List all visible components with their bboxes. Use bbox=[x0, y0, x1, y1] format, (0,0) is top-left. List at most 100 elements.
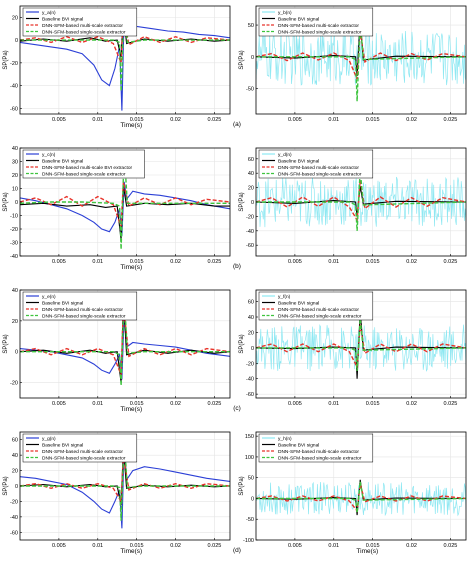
legend-label: DNN-SFM-based single-scale extractor bbox=[278, 455, 362, 461]
y-tick-label: 0 bbox=[15, 484, 18, 490]
y-tick-label: -30 bbox=[10, 241, 18, 247]
y-tick-label: 20 bbox=[248, 186, 254, 192]
legend-label: y_h(n) bbox=[278, 436, 292, 442]
y-tick-label: 20 bbox=[12, 319, 18, 325]
legend-label: DNN-SFM-based single-scale extractor bbox=[42, 171, 126, 177]
y-tick-label: 20 bbox=[12, 15, 18, 21]
legend-label: DNN-SFM-based single-scale extractor bbox=[278, 29, 362, 35]
chart-panel-4: -60 -40 -20 0 20 40 60 0.005 0.01 0.015 0.02 0.025 S… bbox=[233, 147, 467, 270]
y-tick-label: 150 bbox=[245, 434, 254, 440]
y-tick-label: 40 bbox=[248, 171, 254, 177]
y-axis-label: SP(Pa) bbox=[239, 50, 245, 69]
y-tick-label: -40 bbox=[10, 84, 18, 90]
legend-box bbox=[258, 291, 374, 321]
y-tick-label: 50 bbox=[248, 23, 254, 29]
chart-panel-5: -20 0 20 40 0.005 0.01 0.015 0.02 0.025 SP(Pa) Tim… bbox=[3, 288, 231, 413]
y-tick-label: 0 bbox=[251, 200, 254, 206]
series-line-green bbox=[20, 438, 230, 521]
x-tick-label: 0.015 bbox=[366, 543, 380, 549]
y-tick-label: 20 bbox=[12, 469, 18, 475]
legend-label: DNN-SFM-based single-scale extractor bbox=[42, 455, 126, 461]
legend-label: y_b(n) bbox=[278, 10, 292, 16]
panel-label: (a) bbox=[233, 121, 241, 128]
series-line-green bbox=[256, 21, 466, 102]
x-tick-label: 0.01 bbox=[92, 117, 103, 123]
chart-panel-1: -60 -40 -20 0 20 0.005 0.01 0.015 0.02 0.025 SP(Pa… bbox=[3, 5, 231, 129]
x-tick-label: 0.01 bbox=[328, 259, 339, 265]
panel-label: (b) bbox=[233, 263, 241, 270]
y-tick-label: 0 bbox=[251, 346, 254, 352]
y-tick-label: 30 bbox=[12, 160, 18, 166]
y-tick-label: -100 bbox=[243, 538, 254, 544]
series-group bbox=[20, 293, 230, 386]
x-tick-label: 0.025 bbox=[208, 543, 222, 549]
x-tick-label: 0.01 bbox=[328, 401, 339, 407]
y-tick-label: -20 bbox=[10, 61, 18, 67]
y-tick-label: 40 bbox=[248, 315, 254, 321]
legend-label: Baseline BVI signal bbox=[42, 442, 83, 448]
legend-label: DNN-SFM-based single-scale extractor bbox=[42, 29, 126, 35]
legend-box bbox=[22, 291, 138, 321]
y-axis-label: SP(Pa) bbox=[3, 334, 9, 353]
x-tick-label: 0.01 bbox=[92, 259, 103, 265]
chart-panel-8: -100 -50 0 50 100 150 0.005 0.01 0.015 0.02 0.025 S… bbox=[233, 431, 467, 555]
x-tick-label: 0.02 bbox=[170, 117, 181, 123]
legend-label: Baseline BVI signal bbox=[278, 300, 319, 306]
y-axis-label: SP(Pa) bbox=[239, 334, 245, 353]
y-tick-label: -40 bbox=[10, 515, 18, 521]
x-tick-label: 0.01 bbox=[328, 543, 339, 549]
y-axis-label: SP(Pa) bbox=[3, 50, 9, 69]
legend-label: DNN-SFM-based multi-scale extractor bbox=[278, 307, 359, 313]
y-tick-label: 50 bbox=[248, 476, 254, 482]
y-tick-label: -20 bbox=[246, 361, 254, 367]
y-tick-label: -50 bbox=[246, 87, 254, 93]
legend-box bbox=[22, 149, 145, 179]
legend-label: y_a(n) bbox=[42, 10, 56, 16]
legend-label: y_f(n) bbox=[278, 294, 291, 300]
y-tick-label: -20 bbox=[10, 227, 18, 233]
y-tick-label: -60 bbox=[10, 530, 18, 536]
axes-frame bbox=[255, 289, 467, 399]
chart-panel-3: -40 -30 -20 -10 0 10 20 30 40 0.005 0.01 0.015 0.02 0… bbox=[3, 146, 231, 271]
x-tick-label: 0.025 bbox=[208, 259, 222, 265]
legend-label: DNN-SFM-based multi-scale extractor bbox=[278, 23, 359, 29]
x-tick-label: 0.025 bbox=[444, 259, 458, 265]
legend-box bbox=[258, 149, 374, 179]
y-tick-label: -10 bbox=[10, 214, 18, 220]
x-tick-label: 0.02 bbox=[170, 401, 181, 407]
series-line-red bbox=[20, 305, 230, 376]
series-line-cyan bbox=[256, 324, 466, 372]
legend-label: y_e(n) bbox=[42, 294, 56, 300]
series-line-green bbox=[20, 293, 230, 386]
y-tick-label: 0 bbox=[251, 55, 254, 61]
y-tick-label: 10 bbox=[12, 187, 18, 193]
chart-panel-7: -60 -40 -20 0 20 40 60 0.005 0.01 0.015 0.02 0.025 S… bbox=[3, 431, 231, 555]
y-tick-label: 20 bbox=[12, 173, 18, 179]
chart-panel-2: -50 0 50 0.005 0.01 0.015 0.02 0.025 SP(Pa) (a) y_… bbox=[233, 5, 467, 128]
legend-label: Baseline BVI signal bbox=[42, 158, 83, 164]
y-tick-label: 0 bbox=[251, 496, 254, 502]
series-group bbox=[256, 479, 466, 517]
x-tick-label: 0.015 bbox=[130, 117, 144, 123]
y-tick-label: 40 bbox=[12, 453, 18, 459]
series-group bbox=[256, 310, 466, 379]
x-tick-label: 0.005 bbox=[288, 401, 302, 407]
x-tick-label: 0.015 bbox=[130, 401, 144, 407]
series-line-blue bbox=[20, 11, 230, 111]
y-tick-label: -60 bbox=[246, 243, 254, 249]
y-tick-label: 0 bbox=[15, 200, 18, 206]
legend-label: Baseline BVI signal bbox=[278, 16, 319, 22]
x-axis-label: Time(s) bbox=[356, 548, 378, 555]
y-axis-label: SP(Pa) bbox=[239, 192, 245, 211]
legend-label: Baseline BVI signal bbox=[278, 442, 319, 448]
y-tick-label: 0 bbox=[15, 350, 18, 356]
legend-label: y_d(n) bbox=[278, 152, 292, 158]
legend-label: DNN-SFM-based multi-scale extractor bbox=[42, 449, 123, 455]
y-tick-label: 100 bbox=[245, 455, 254, 461]
